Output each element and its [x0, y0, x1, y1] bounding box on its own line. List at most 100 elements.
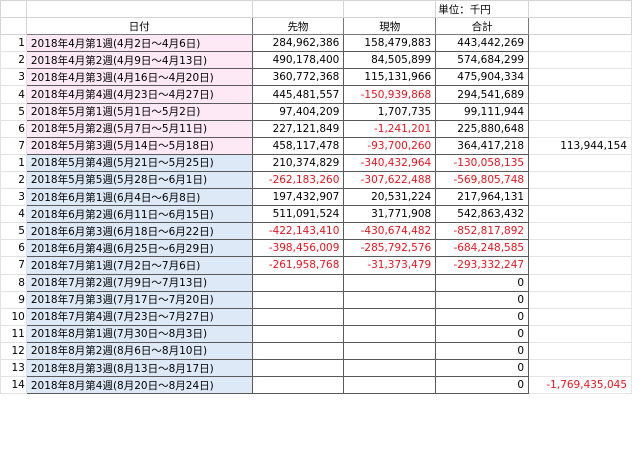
date-cell[interactable]: 2018年4月第2週(4月9日～4月13日) [25, 51, 253, 70]
futures-cell[interactable]: 360,772,368 [251, 68, 345, 87]
futures-cell[interactable]: -262,183,260 [251, 170, 345, 190]
spot-cell[interactable] [343, 376, 437, 395]
side-cell[interactable] [528, 85, 632, 104]
spot-cell[interactable] [343, 290, 437, 309]
futures-cell[interactable]: 490,178,400 [251, 51, 345, 70]
futures-cell[interactable]: 97,404,209 [251, 102, 345, 121]
futures-cell[interactable] [251, 290, 345, 309]
total-cell[interactable]: 0 [435, 358, 530, 378]
futures-cell[interactable] [251, 376, 345, 395]
side-cell[interactable] [528, 34, 632, 53]
spot-cell[interactable]: -285,792,576 [343, 239, 437, 258]
futures-cell[interactable] [251, 341, 345, 360]
futures-cell[interactable] [251, 324, 345, 343]
futures-cell[interactable]: 227,121,849 [251, 119, 345, 138]
side-cell[interactable] [528, 239, 632, 258]
futures-cell[interactable]: -398,456,009 [251, 239, 345, 258]
spot-cell[interactable]: 115,131,966 [343, 68, 437, 87]
spot-cell[interactable]: -430,674,482 [343, 222, 437, 241]
date-cell[interactable]: 2018年8月第3週(8月13日～8月17日) [25, 358, 253, 378]
date-cell[interactable]: 2018年5月第3週(5月14日～5月18日) [25, 136, 253, 155]
total-cell[interactable]: 443,442,269 [435, 34, 530, 53]
total-cell[interactable]: 225,880,648 [435, 119, 530, 138]
cell[interactable] [25, 0, 253, 19]
date-cell[interactable]: 2018年7月第3週(7月17日～7月20日) [25, 290, 253, 309]
side-cell[interactable] [528, 205, 632, 224]
futures-cell[interactable]: 445,481,557 [251, 85, 345, 104]
side-cell[interactable] [528, 153, 632, 172]
date-cell[interactable]: 2018年5月第2週(5月7日～5月11日) [25, 119, 253, 138]
date-cell[interactable]: 2018年6月第3週(6月18日～6月22日) [25, 222, 253, 241]
side-cell[interactable] [528, 188, 632, 207]
spot-cell[interactable]: -93,700,260 [343, 136, 437, 155]
side-cell[interactable]: 113,944,154 [528, 136, 632, 155]
side-cell[interactable] [528, 358, 632, 378]
total-cell[interactable]: 294,541,689 [435, 85, 530, 104]
total-cell[interactable]: 542,863,432 [435, 205, 530, 224]
side-cell[interactable]: -1,769,435,045 [528, 376, 632, 395]
total-cell[interactable]: 574,684,299 [435, 51, 530, 70]
side-cell[interactable] [528, 324, 632, 343]
total-cell[interactable]: -293,332,247 [435, 256, 530, 275]
date-cell[interactable]: 2018年7月第4週(7月23日～7月27日) [25, 307, 253, 326]
spot-cell[interactable] [343, 273, 437, 292]
header-futures[interactable]: 先物 [251, 17, 345, 36]
side-cell[interactable] [528, 290, 632, 309]
spot-cell[interactable]: -1,241,201 [343, 119, 437, 138]
total-cell[interactable]: 0 [435, 290, 530, 309]
spot-cell[interactable]: 84,505,899 [343, 51, 437, 70]
futures-cell[interactable] [251, 307, 345, 326]
futures-cell[interactable]: -261,958,768 [251, 256, 345, 275]
total-cell[interactable]: -684,248,585 [435, 239, 530, 258]
total-cell[interactable]: 0 [435, 273, 530, 292]
futures-cell[interactable]: 210,374,829 [251, 153, 345, 172]
total-cell[interactable]: 217,964,131 [435, 188, 530, 207]
futures-cell[interactable]: 284,962,386 [251, 34, 345, 53]
date-cell[interactable]: 2018年6月第4週(6月25日～6月29日) [25, 239, 253, 258]
total-cell[interactable]: 0 [435, 376, 530, 395]
cell[interactable] [528, 0, 632, 19]
cell[interactable] [0, 0, 27, 19]
date-cell[interactable]: 2018年4月第3週(4月16日～4月20日) [25, 68, 253, 87]
total-cell[interactable]: 364,417,218 [435, 136, 530, 155]
side-cell[interactable] [528, 170, 632, 190]
date-cell[interactable]: 2018年6月第1週(6月4日～6月8日) [25, 188, 253, 207]
spot-cell[interactable] [343, 358, 437, 378]
total-cell[interactable]: -852,817,892 [435, 222, 530, 241]
cell[interactable] [528, 17, 632, 36]
side-cell[interactable] [528, 273, 632, 292]
total-cell[interactable]: -130,058,135 [435, 153, 530, 172]
futures-cell[interactable]: -422,143,410 [251, 222, 345, 241]
date-cell[interactable]: 2018年4月第4週(4月23日～4月27日) [25, 85, 253, 104]
spot-cell[interactable]: -150,939,868 [343, 85, 437, 104]
date-cell[interactable]: 2018年5月第4週(5月21日～5月25日) [25, 153, 253, 172]
unit-label[interactable]: 単位：千円 [435, 0, 530, 19]
date-cell[interactable]: 2018年5月第5週(5月28日～6月1日) [25, 170, 253, 190]
total-cell[interactable]: 0 [435, 341, 530, 360]
side-cell[interactable] [528, 341, 632, 360]
spot-cell[interactable] [343, 307, 437, 326]
cell[interactable] [0, 17, 27, 36]
total-cell[interactable]: 0 [435, 324, 530, 343]
header-spot[interactable]: 現物 [343, 17, 437, 36]
futures-cell[interactable]: 511,091,524 [251, 205, 345, 224]
side-cell[interactable] [528, 119, 632, 138]
total-cell[interactable]: 475,904,334 [435, 68, 530, 87]
total-cell[interactable]: -569,805,748 [435, 170, 530, 190]
cell[interactable] [251, 0, 345, 19]
date-cell[interactable]: 2018年6月第2週(6月11日～6月15日) [25, 205, 253, 224]
spot-cell[interactable]: -31,373,479 [343, 256, 437, 275]
date-cell[interactable]: 2018年5月第1週(5月1日～5月2日) [25, 102, 253, 121]
spot-cell[interactable]: 1,707,735 [343, 102, 437, 121]
futures-cell[interactable] [251, 273, 345, 292]
futures-cell[interactable]: 197,432,907 [251, 188, 345, 207]
spot-cell[interactable] [343, 341, 437, 360]
date-cell[interactable]: 2018年7月第1週(7月2日～7月6日) [25, 256, 253, 275]
side-cell[interactable] [528, 222, 632, 241]
total-cell[interactable]: 99,111,944 [435, 102, 530, 121]
futures-cell[interactable]: 458,117,478 [251, 136, 345, 155]
cell[interactable] [343, 0, 437, 19]
spot-cell[interactable]: -307,622,488 [343, 170, 437, 190]
side-cell[interactable] [528, 68, 632, 87]
futures-cell[interactable] [251, 358, 345, 378]
